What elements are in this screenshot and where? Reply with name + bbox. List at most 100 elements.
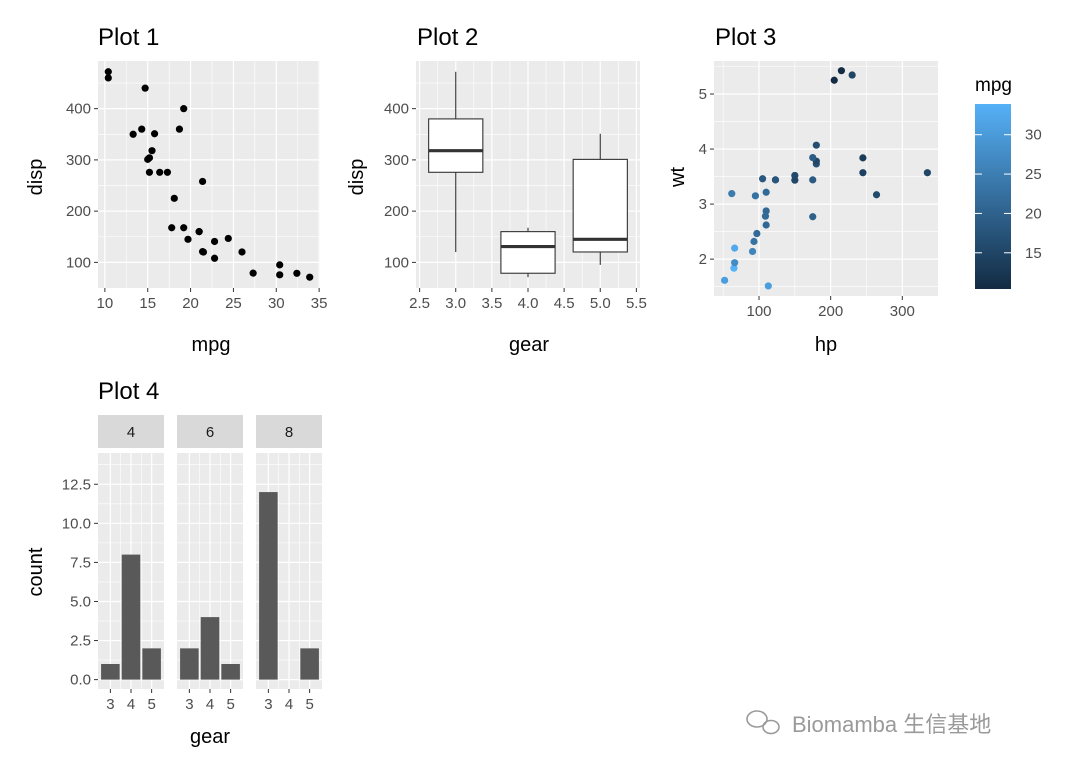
plot1-point <box>104 74 112 82</box>
plot1-point <box>180 105 188 113</box>
plot1-point <box>238 248 246 256</box>
plot1-ytick-label: 400 <box>66 101 91 118</box>
plot3-ytick-label: 3 <box>699 196 707 213</box>
plot1-xtick-label: 35 <box>311 295 328 312</box>
plot3-title: Plot 3 <box>715 24 776 51</box>
legend-tick-label: 30 <box>1025 127 1042 144</box>
plot3-point <box>730 264 738 272</box>
plot1-point <box>145 168 154 176</box>
plot1-point <box>195 228 203 236</box>
plot1-ytick-label: 300 <box>66 152 91 169</box>
plot4-facet-4-strip <box>98 415 164 448</box>
plot4-ytick-label: 10.0 <box>62 515 91 532</box>
plot4-facet-6-bar-gear-4 <box>200 617 220 680</box>
plot1-ytick-label: 200 <box>66 203 91 220</box>
plot2-title: Plot 2 <box>417 24 478 51</box>
plot2-xtick-label: 2.5 <box>409 295 430 312</box>
plot1-point <box>180 224 188 232</box>
plot4-facet-8-strip-label: 8 <box>285 424 293 441</box>
plot1-point <box>276 271 284 279</box>
plot1-point <box>129 130 137 138</box>
plot3-xlabel: hp <box>815 334 837 356</box>
wechat-icon <box>746 710 780 735</box>
plot1-xlabel: mpg <box>192 334 231 356</box>
plot3-point <box>728 190 736 198</box>
plot3-xtick-label: 100 <box>746 303 771 320</box>
plot4-facet-8-xtick-label: 5 <box>305 696 313 713</box>
plot1-xtick-label: 30 <box>268 295 285 312</box>
plot3-point <box>923 169 931 177</box>
plot1-point <box>138 125 146 133</box>
plot1-point <box>249 269 257 277</box>
plot4-facet-8-xtick-label: 4 <box>285 696 293 713</box>
plot4-facet-8-xtick-label: 3 <box>264 696 272 713</box>
plot1-point <box>104 68 112 76</box>
plot4-facet-4-strip-label: 4 <box>127 424 135 441</box>
plot3-point <box>859 154 867 162</box>
plot4-facet-6-bar-gear-5 <box>221 663 240 680</box>
plot4-ytick-label: 12.5 <box>62 476 91 493</box>
plot2-ytick-label: 300 <box>384 152 409 169</box>
plot2-ylabel: disp <box>346 159 368 196</box>
plot3-point <box>809 153 817 162</box>
plot1-point <box>210 254 219 262</box>
plot2-box <box>572 158 628 253</box>
plot3-point <box>761 212 770 220</box>
plot3-point <box>791 176 799 184</box>
plot2-ytick-label: 200 <box>384 203 409 220</box>
plot1-point <box>148 147 156 155</box>
plot1-point <box>198 177 207 186</box>
plot1-point <box>156 168 164 176</box>
plot4-facet-8-bar-gear-3 <box>259 492 278 680</box>
plot1-xtick-label: 15 <box>139 295 156 312</box>
plot4-facet-4-bar-gear-5 <box>142 648 161 680</box>
plot3-ytick-label: 2 <box>699 251 707 268</box>
plot1-point <box>276 261 284 269</box>
legend-title: mpg <box>975 75 1012 96</box>
plot2-box <box>428 118 484 173</box>
plot1-point <box>168 224 176 232</box>
plot1-ytick-label: 100 <box>66 254 91 271</box>
plot4-facet-8-strip <box>256 415 322 448</box>
plot1-point <box>175 125 184 133</box>
plot3-point <box>830 76 838 84</box>
plot2-xtick-label: 5.5 <box>626 295 647 312</box>
plot2-xtick-label: 3.0 <box>445 295 466 312</box>
plot3-panel-background <box>714 61 938 296</box>
plot2-ytick-label: 400 <box>384 101 409 118</box>
plot1-point <box>170 194 178 202</box>
plot1-point <box>210 237 219 246</box>
plot3-point <box>751 192 760 200</box>
plot1-xtick-label: 25 <box>225 295 242 312</box>
plot4-ytick-label: 2.5 <box>70 633 91 650</box>
plot3-point <box>762 188 770 196</box>
plot1-point <box>224 234 232 243</box>
plot3-point <box>731 259 739 267</box>
plot3-point <box>848 71 856 79</box>
legend-colorbar <box>975 104 1011 289</box>
plot2-xtick-label: 4.5 <box>554 295 575 312</box>
plot3-point <box>748 247 757 256</box>
plot1-point <box>306 273 314 281</box>
plot1-point <box>163 168 172 176</box>
plot4-xlabel: gear <box>190 726 230 748</box>
plot3-point <box>758 175 767 183</box>
plot4-ylabel: count <box>25 547 47 596</box>
plot3-point <box>859 169 867 177</box>
plot1-point <box>144 155 152 163</box>
plot1-point <box>141 84 149 92</box>
plot4-ytick-label: 7.5 <box>70 554 91 571</box>
plot4-ytick-label: 0.0 <box>70 672 91 689</box>
plot4-facet-6-strip-label: 6 <box>206 424 214 441</box>
plot3-xtick-label: 300 <box>890 303 915 320</box>
plot1-point <box>150 130 159 138</box>
plot4-facet-6-xtick-label: 5 <box>226 696 234 713</box>
plot2-xtick-label: 3.5 <box>481 295 502 312</box>
plot1-xtick-label: 10 <box>97 295 114 312</box>
plot3-ylabel: wt <box>667 167 689 188</box>
plot3-point <box>764 282 772 290</box>
plot4-facet-6-xtick-label: 4 <box>206 696 214 713</box>
watermark-text: Biomamba 生信基地 <box>792 712 991 737</box>
watermark: Biomamba 生信基地 <box>746 710 991 737</box>
